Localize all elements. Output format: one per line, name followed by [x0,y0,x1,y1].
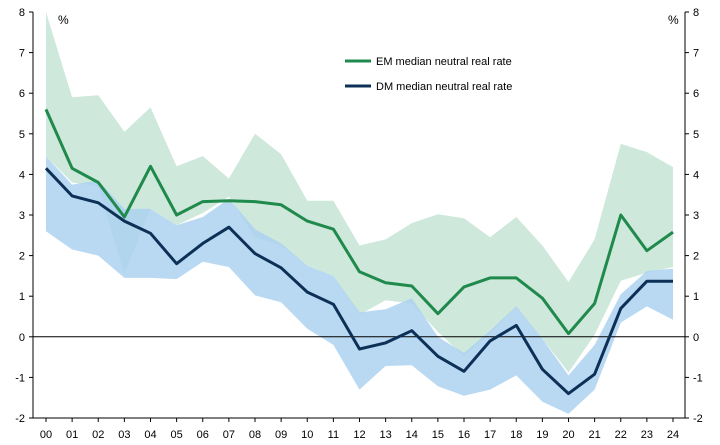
x-tick-label: 15 [432,429,444,441]
x-tick-label: 07 [223,429,235,441]
x-tick-label: 05 [171,429,183,441]
y-unit-left: % [58,13,69,27]
y-tick-label-left: 8 [19,7,25,19]
y-tick-label-left: 0 [19,332,25,344]
x-tick-label: 14 [406,429,418,441]
range-bands [46,12,673,414]
x-tick-label: 17 [484,429,496,441]
legend-label-dm: DM median neutral real rate [376,81,512,93]
y-tick-label-right: 7 [693,48,699,60]
series-line-dm [44,167,673,396]
y-tick-label-right: 2 [693,251,699,263]
y-tick-label-right: 8 [693,7,699,19]
x-tick-label: 08 [249,429,261,441]
y-tick-label-left: -1 [15,372,25,384]
x-tick-label: 24 [667,429,679,441]
band-em [46,12,673,373]
x-tick-label: 04 [144,429,156,441]
x-tick-label: 20 [562,429,574,441]
y-tick-label-left: 3 [19,210,25,222]
x-tick-label: 13 [380,429,392,441]
legend-label-em: EM median neutral real rate [376,56,512,68]
x-tick-label: 00 [40,429,52,441]
x-tick-label: 23 [641,429,653,441]
x-tick-label: 10 [301,429,313,441]
y-tick-label-right: 3 [693,210,699,222]
x-tick-label: 11 [328,429,339,441]
legend: EM median neutral real rate DM median ne… [345,56,512,93]
y-tick-label-right: -1 [693,372,703,384]
series-line-em [44,108,674,336]
band-dm [46,156,673,414]
y-tick-label-left: 7 [19,48,25,60]
y-tick-label-left: 2 [19,251,25,263]
x-tick-label: 22 [615,429,627,441]
x-tick-label: 02 [92,429,104,441]
x-tick-label: 01 [66,429,78,441]
y-tick-label-right: 0 [693,332,699,344]
x-tick-label: 18 [510,429,522,441]
x-tick-label: 12 [353,429,365,441]
series-lines [44,108,674,396]
y-tick-label-right: 1 [693,291,699,303]
axes: -2 -2-1 -10 01 12 23 34 45 56 67 78 800 01 02 03 04 05 06… [15,7,703,441]
y-tick-label-left: -2 [15,413,25,425]
x-tick-label: 16 [458,429,470,441]
y-tick-label-left: 1 [19,291,25,303]
y-tick-label-left: 4 [19,169,25,181]
x-tick-label: 09 [275,429,287,441]
x-tick-label: 19 [536,429,548,441]
x-tick-label: 03 [118,429,130,441]
x-tick-label: 06 [197,429,209,441]
y-tick-label-right: -2 [693,413,703,425]
y-tick-label-right: 4 [693,169,699,181]
y-tick-label-left: 5 [19,129,25,141]
y-tick-label-left: 6 [19,88,25,100]
x-tick-label: 21 [589,429,601,441]
y-tick-label-right: 6 [693,88,699,100]
y-tick-label-right: 5 [693,129,699,141]
y-unit-right: % [668,13,679,27]
